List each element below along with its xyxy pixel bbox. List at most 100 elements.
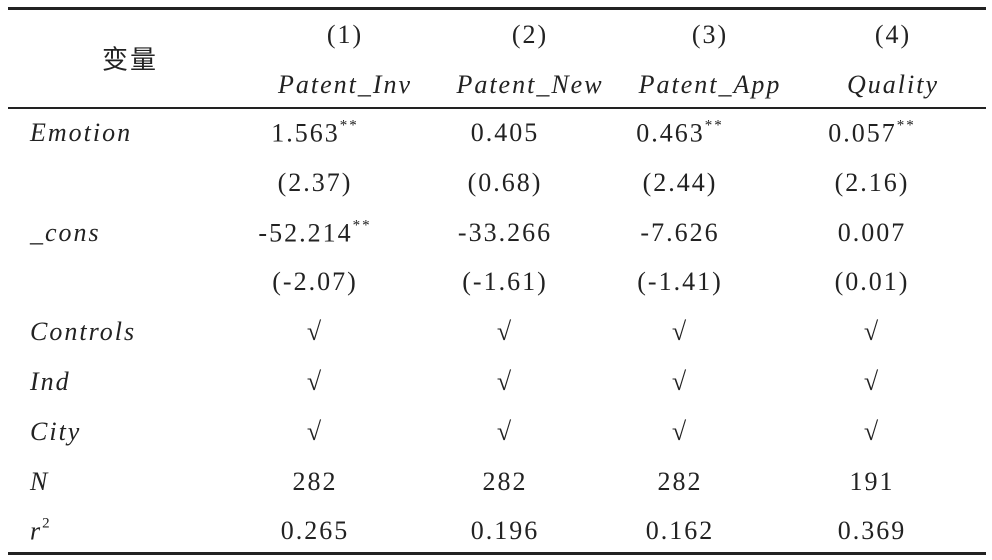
cell: (-1.41) bbox=[637, 267, 722, 297]
cell-value: 282 bbox=[657, 466, 703, 496]
top-rule bbox=[8, 7, 986, 10]
cell-value: 191 bbox=[849, 466, 895, 496]
row-label: _cons bbox=[30, 218, 101, 248]
cell: 282 bbox=[658, 467, 703, 497]
row-label-text: _cons bbox=[30, 217, 101, 247]
cell-value: √ bbox=[496, 416, 514, 446]
column-name: Patent_Inv bbox=[277, 70, 413, 99]
row-label: r2 bbox=[30, 516, 52, 547]
cell-value: 0.265 bbox=[280, 516, 350, 546]
row-label-text: N bbox=[30, 466, 50, 496]
row-label-text: Controls bbox=[30, 317, 137, 347]
cell-value: √ bbox=[306, 367, 324, 396]
cell: √ bbox=[864, 317, 880, 347]
cell-value: √ bbox=[306, 416, 324, 446]
significance-stars: ** bbox=[896, 117, 916, 134]
cell: √ bbox=[307, 317, 323, 347]
row-label-text: r bbox=[30, 516, 43, 546]
cell: (2.44) bbox=[643, 168, 718, 198]
cell: (0.01) bbox=[835, 267, 910, 297]
cell: 0.463** bbox=[636, 118, 724, 149]
cell: -7.626 bbox=[640, 218, 719, 248]
cell: √ bbox=[497, 317, 513, 347]
cell-value: (-1.41) bbox=[637, 267, 723, 297]
cell: (2.37) bbox=[278, 168, 353, 198]
cell-value: 0.196 bbox=[470, 516, 540, 546]
cell: 282 bbox=[293, 467, 338, 497]
cell: √ bbox=[864, 367, 880, 397]
cell-value: 282 bbox=[292, 466, 338, 496]
cell-value: -52.214 bbox=[258, 218, 353, 248]
cell-value: √ bbox=[496, 317, 514, 347]
cell: 0.007 bbox=[838, 218, 907, 248]
cell-value: √ bbox=[671, 367, 689, 396]
row-label: Emotion bbox=[30, 118, 132, 148]
significance-stars: ** bbox=[339, 117, 359, 134]
column-name: Patent_App bbox=[638, 70, 782, 99]
cell-value: (0.68) bbox=[467, 167, 543, 197]
column-number: (4) bbox=[874, 20, 912, 49]
cell-value: 0.405 bbox=[470, 118, 540, 147]
row-label-sup: 2 bbox=[42, 515, 52, 532]
header-rule bbox=[8, 107, 986, 109]
cell: √ bbox=[672, 367, 688, 397]
cell: -33.266 bbox=[458, 218, 552, 248]
cell-value: 0.369 bbox=[837, 516, 907, 546]
cell-value: √ bbox=[863, 367, 881, 396]
cell-value: (-1.61) bbox=[462, 267, 548, 297]
cell-value: 0.162 bbox=[645, 516, 715, 546]
cell: (-1.61) bbox=[462, 267, 547, 297]
significance-stars: ** bbox=[704, 117, 724, 134]
cell: √ bbox=[497, 417, 513, 447]
cell: √ bbox=[672, 317, 688, 347]
cell-value: (2.16) bbox=[834, 167, 910, 197]
cell-value: 282 bbox=[482, 466, 528, 496]
row-label: Controls bbox=[30, 317, 136, 347]
row-label-text: Ind bbox=[30, 367, 71, 396]
cell-value: (2.37) bbox=[277, 167, 353, 197]
cell: 191 bbox=[850, 467, 895, 497]
cell: (-2.07) bbox=[272, 267, 357, 297]
cell: (0.68) bbox=[468, 168, 543, 198]
cell-value: -33.266 bbox=[457, 217, 553, 247]
cell-value: 0.057 bbox=[828, 118, 897, 148]
cell-value: √ bbox=[306, 317, 324, 347]
cell-value: √ bbox=[671, 416, 689, 446]
cell-value: 0.463 bbox=[636, 118, 705, 148]
cell: -52.214** bbox=[258, 217, 371, 248]
column-number: (2) bbox=[511, 20, 549, 49]
cell-value: √ bbox=[496, 367, 514, 396]
row-label-text: City bbox=[30, 416, 82, 446]
cell: (2.16) bbox=[835, 168, 910, 198]
cell: √ bbox=[307, 417, 323, 447]
cell: √ bbox=[672, 417, 688, 447]
cell: 0.265 bbox=[281, 516, 350, 546]
cell-value: 0.007 bbox=[837, 217, 907, 247]
bottom-rule bbox=[8, 552, 986, 555]
cell: 0.162 bbox=[646, 516, 715, 546]
row-label: N bbox=[30, 467, 49, 497]
significance-stars: ** bbox=[352, 217, 372, 234]
cell: 0.057** bbox=[828, 118, 916, 149]
row-label: City bbox=[30, 417, 81, 447]
row-label-text: Emotion bbox=[30, 118, 133, 147]
cell: 282 bbox=[483, 467, 528, 497]
cell-value: (2.44) bbox=[642, 167, 718, 197]
cell: √ bbox=[864, 417, 880, 447]
cell-value: √ bbox=[863, 317, 881, 347]
column-number: (1) bbox=[326, 20, 364, 49]
row-label: Ind bbox=[30, 367, 71, 397]
cell-value: 1.563 bbox=[271, 118, 340, 148]
cell: 0.196 bbox=[471, 516, 540, 546]
column-name: Patent_New bbox=[456, 70, 604, 99]
cell: √ bbox=[497, 367, 513, 397]
cell: √ bbox=[307, 367, 323, 397]
cell-value: (-2.07) bbox=[272, 267, 358, 297]
column-number: (3) bbox=[691, 20, 729, 49]
cell-value: √ bbox=[671, 317, 689, 347]
cell-value: -7.626 bbox=[640, 217, 720, 247]
column-name: Quality bbox=[847, 70, 939, 99]
cell: 1.563** bbox=[271, 118, 359, 149]
variable-header: 变量 bbox=[101, 45, 159, 75]
